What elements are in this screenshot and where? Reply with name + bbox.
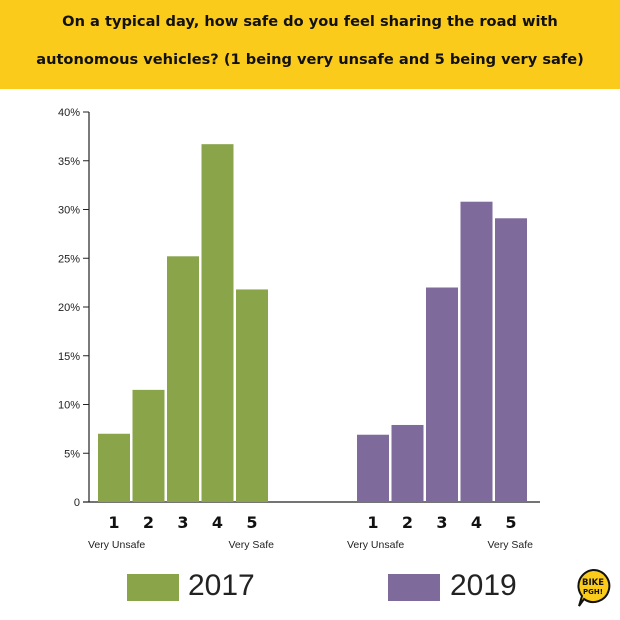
- bar-2017-1: [98, 433, 130, 502]
- y-tick-label: 5%: [64, 448, 80, 460]
- scale-label-low-2017: Very Unsafe: [88, 539, 145, 551]
- y-tick-label: 0: [74, 497, 80, 509]
- y-tick-label: 35%: [58, 156, 80, 168]
- scale-label-low-2019: Very Unsafe: [347, 539, 404, 551]
- category-label-2019-5: 5: [505, 513, 516, 532]
- legend-swatch-2017: [127, 574, 179, 601]
- scale-label-high-2017: Very Safe: [228, 539, 274, 551]
- y-tick-label: 30%: [58, 205, 80, 217]
- bar-2019-2: [391, 424, 424, 502]
- y-tick-label: 20%: [58, 302, 80, 314]
- category-label-2017-3: 3: [177, 513, 188, 532]
- category-label-2017-1: 1: [108, 513, 119, 532]
- category-label-2017-2: 2: [143, 513, 154, 532]
- category-label-2019-4: 4: [471, 513, 482, 532]
- bar-2019-1: [357, 434, 389, 502]
- legend-label-2019: 2019: [450, 569, 517, 602]
- y-tick-label: 25%: [58, 253, 80, 265]
- bar-2017-5: [236, 289, 268, 502]
- y-tick-label: 15%: [58, 351, 80, 363]
- bar-2019-4: [460, 201, 493, 502]
- logo-text-line-2: PGH!: [583, 588, 603, 596]
- bar-chart: 0 5% 10% 15% 20% 25% 30% 35% 40% 1 2 3 4 5 Very Unsafe…: [58, 107, 540, 551]
- bar-2017-2: [132, 389, 165, 502]
- category-label-2019-2: 2: [402, 513, 413, 532]
- chart-title-line-1: On a typical day, how safe do you feel s…: [62, 13, 558, 30]
- category-label-2017-5: 5: [246, 513, 257, 532]
- scale-label-high-2019: Very Safe: [487, 539, 533, 551]
- y-tick-label: 10%: [58, 400, 80, 412]
- legend-swatch-2019: [388, 574, 440, 601]
- bike-pgh-logo: BIKE PGH!: [577, 568, 611, 607]
- logo-text-line-1: BIKE: [582, 578, 604, 588]
- bar-2019-3: [426, 287, 458, 502]
- category-label-2019-1: 1: [367, 513, 378, 532]
- title-banner: On a typical day, how safe do you feel s…: [0, 0, 620, 89]
- legend-label-2017: 2017: [188, 569, 255, 602]
- chart-title-line-2: autonomous vehicles? (1 being very unsaf…: [36, 51, 584, 68]
- bar-2019-5: [495, 218, 527, 502]
- bar-2017-3: [167, 256, 199, 502]
- bar-2017-4: [201, 144, 234, 503]
- category-label-2019-3: 3: [436, 513, 447, 532]
- category-label-2017-4: 4: [212, 513, 223, 532]
- y-tick-label: 40%: [58, 107, 80, 119]
